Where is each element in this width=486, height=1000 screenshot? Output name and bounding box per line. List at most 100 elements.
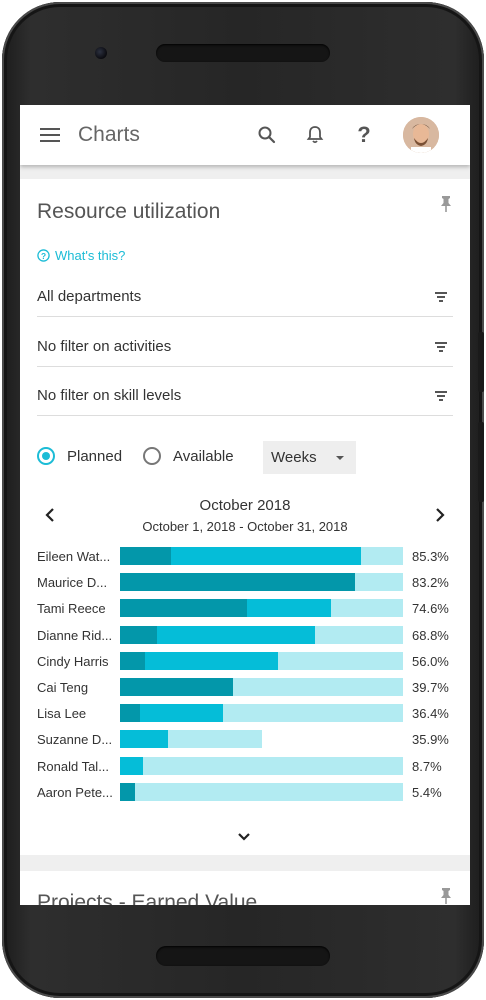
pin-icon[interactable] — [438, 195, 454, 213]
utilization-value: 39.7% — [412, 680, 449, 695]
resource-name: Cai Teng — [37, 680, 89, 695]
search-icon[interactable] — [255, 123, 279, 147]
radio-circle — [143, 447, 161, 465]
department-filter[interactable]: All departments — [37, 282, 453, 317]
chart-row[interactable]: Cindy Harris 56.0% — [20, 651, 470, 672]
filter-icon — [435, 342, 447, 352]
bar-track — [120, 704, 403, 723]
utilization-value: 56.0% — [412, 653, 449, 669]
utilization-value: 36.4% — [412, 706, 449, 722]
resource-name: Ronald Tal... — [37, 758, 110, 774]
bar-track — [120, 573, 403, 592]
whats-this-label: What's this? — [55, 248, 126, 263]
screen: Charts ? Resource utilizat — [20, 105, 470, 905]
chart-row[interactable]: Aaron Pete... 5.4% — [20, 782, 470, 803]
bar-segment — [170, 547, 362, 565]
resource-name: Eileen Wat... — [37, 549, 111, 564]
bar-track — [120, 599, 403, 618]
available-radio[interactable]: Available — [143, 447, 234, 465]
resource-name: Lisa Lee — [37, 706, 87, 722]
bar-track — [120, 782, 403, 801]
planned-radio-label: Planned — [67, 447, 123, 465]
utilization-value: 85.3% — [412, 549, 449, 564]
whats-this-link[interactable]: ? What's this? — [37, 248, 125, 263]
chevron-left-icon[interactable] — [40, 505, 60, 525]
activity-filter[interactable]: No filter on activities — [37, 332, 453, 367]
bar-segment — [120, 678, 234, 696]
top-speaker — [156, 44, 330, 62]
bar-segment — [145, 651, 279, 670]
help-circle-icon: ? — [37, 249, 50, 262]
bar-segment — [120, 730, 169, 749]
resource-name: Aaron Pete... — [37, 784, 113, 800]
utilization-value: 8.7% — [412, 758, 442, 774]
activity-filter-label: No filter on activities — [37, 338, 172, 355]
avatar[interactable] — [403, 117, 439, 153]
department-filter-label: All departments — [37, 288, 142, 305]
app-bar: Charts ? — [20, 105, 470, 165]
capacity-bar — [120, 782, 403, 801]
bar-segment — [120, 625, 157, 644]
card-title: Projects - Earned Value — [37, 891, 258, 905]
chart-row[interactable]: Tami Reece 74.6% — [20, 599, 470, 619]
month-label: October 2018 — [199, 497, 291, 514]
bar-track — [120, 651, 403, 670]
resource-name: Tami Reece — [37, 601, 106, 617]
caret-down-icon — [336, 456, 344, 460]
capacity-bar — [120, 756, 403, 775]
utilization-value: 83.2% — [412, 575, 449, 591]
menu-icon[interactable] — [40, 128, 60, 142]
utilization-value: 68.8% — [412, 627, 449, 643]
pin-icon[interactable] — [438, 887, 454, 905]
chart-row[interactable]: Eileen Wat... 85.3% — [20, 547, 470, 567]
period-select-value: Weeks — [271, 449, 317, 466]
card-title: Resource utilization — [37, 200, 221, 223]
bar-segment — [156, 625, 315, 644]
utilization-value: 74.6% — [412, 601, 449, 617]
bar-segment — [247, 599, 332, 618]
resource-name: Dianne Rid... — [37, 627, 113, 643]
app-title: Charts — [78, 123, 140, 146]
period-select[interactable]: Weeks — [263, 441, 356, 474]
filter-icon — [435, 391, 447, 401]
resource-name: Cindy Harris — [37, 653, 109, 669]
resource-name: Suzanne D... — [37, 732, 113, 748]
resource-utilization-card: Resource utilization ? What's this? All … — [20, 179, 470, 855]
chart-row[interactable]: Dianne Rid... 68.8% — [20, 625, 470, 646]
utilization-value: 5.4% — [412, 784, 442, 800]
bar-segment — [120, 782, 136, 801]
help-icon[interactable]: ? — [357, 122, 371, 147]
bar-track — [120, 678, 403, 696]
chart-row[interactable]: Maurice D... 83.2% — [20, 573, 470, 593]
date-range-label: October 1, 2018 - October 31, 2018 — [142, 519, 348, 534]
chevron-right-icon[interactable] — [430, 505, 450, 525]
skill-level-filter[interactable]: No filter on skill levels — [37, 381, 453, 416]
chart-row[interactable]: Suzanne D... 35.9% — [20, 730, 470, 750]
radio-circle — [37, 447, 55, 465]
planned-radio[interactable]: Planned — [37, 447, 122, 465]
bar-segment — [120, 547, 171, 565]
filter-icon — [435, 292, 447, 302]
chart-row[interactable]: Lisa Lee 36.4% — [20, 704, 470, 724]
bar-segment — [120, 756, 143, 775]
bar-track — [120, 625, 403, 644]
bottom-speaker — [156, 946, 330, 966]
utilization-value: 35.9% — [412, 732, 449, 748]
resource-name: Maurice D... — [37, 575, 108, 591]
utilization-chart: Eileen Wat... 85.3% Maurice D... 83.2% Tami … — [20, 547, 470, 817]
chevron-down-icon[interactable] — [236, 831, 252, 843]
bar-segment — [120, 599, 248, 618]
bar-track — [120, 547, 403, 565]
bar-segment — [120, 651, 146, 670]
skill-level-filter-label: No filter on skill levels — [37, 387, 182, 404]
chart-row[interactable]: Ronald Tal... 8.7% — [20, 756, 470, 777]
bar-segment — [120, 704, 140, 723]
power-button — [478, 422, 484, 502]
chart-row[interactable]: Cai Teng 39.7% — [20, 678, 470, 698]
bell-icon[interactable] — [303, 123, 327, 147]
front-camera — [95, 47, 107, 59]
available-radio-label: Available — [173, 447, 234, 465]
bar-segment — [139, 704, 223, 723]
earned-value-card: Projects - Earned Value — [20, 871, 470, 905]
